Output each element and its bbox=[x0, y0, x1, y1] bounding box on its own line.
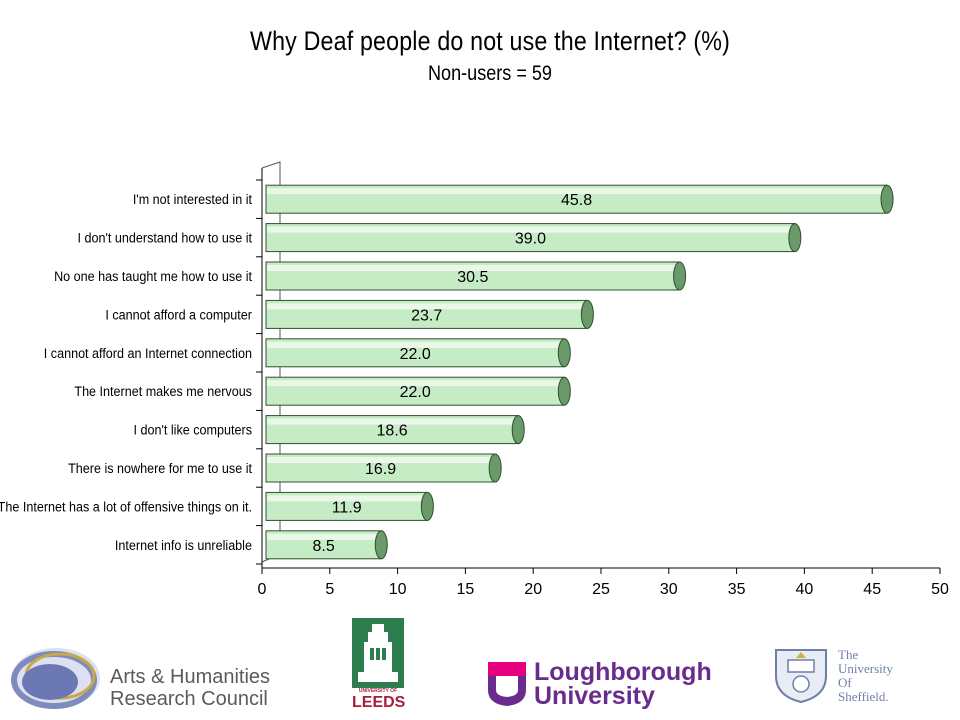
bar bbox=[265, 530, 388, 560]
sheffield-line1: The bbox=[838, 647, 859, 662]
bar-end-cap bbox=[673, 261, 687, 291]
bar-value-label: 30.5 bbox=[457, 269, 488, 286]
bar-end-cap bbox=[374, 530, 388, 560]
bar-value-label: 11.9 bbox=[332, 499, 362, 516]
bar-end-cap bbox=[880, 184, 894, 214]
bar bbox=[265, 491, 434, 521]
x-tick-label: 35 bbox=[728, 581, 746, 598]
ahrc-line1: Arts & Humanities bbox=[110, 666, 271, 688]
sheffield-line3: Of bbox=[838, 675, 852, 690]
bar bbox=[265, 338, 571, 368]
category-label: The Internet makes me nervous bbox=[74, 384, 252, 400]
ahrc-line2: Research Council bbox=[110, 688, 268, 710]
category-label: I'm not interested in it bbox=[133, 192, 252, 208]
bar-highlight bbox=[267, 380, 564, 387]
category-label: The Internet has a lot of offensive thin… bbox=[0, 499, 252, 515]
leeds-small-text: UNIVERSITY OF bbox=[358, 688, 398, 694]
bar-value-label: 45.8 bbox=[561, 192, 592, 209]
bar-highlight bbox=[267, 226, 794, 233]
bar bbox=[265, 453, 502, 483]
loughborough-logo: Loughborough University bbox=[488, 660, 712, 710]
bar-value-label: 23.7 bbox=[411, 307, 442, 324]
loughborough-line2: University bbox=[534, 682, 655, 710]
bar-highlight bbox=[267, 418, 518, 425]
chart-subtitle: Non-users = 59 bbox=[427, 62, 552, 85]
bar-value-label: 8.5 bbox=[313, 538, 335, 555]
bar-end-cap bbox=[420, 491, 434, 521]
bar-highlight bbox=[267, 303, 587, 310]
leeds-logo: UNIVERSITY OF LEEDS bbox=[352, 618, 406, 714]
bar bbox=[265, 223, 802, 253]
bar-highlight bbox=[267, 341, 564, 348]
x-tick-label: 10 bbox=[389, 581, 407, 598]
bar-end-cap bbox=[488, 453, 502, 483]
category-label: Internet info is unreliable bbox=[115, 537, 252, 553]
bar-chart: 0 5 10 15 20 25 30 35 40 45 50 45.8 I'm not interest… bbox=[0, 161, 949, 598]
x-tick-label: 0 bbox=[258, 581, 267, 598]
category-label: I cannot afford an Internet connection bbox=[44, 345, 252, 361]
ahrc-ring-icon bbox=[11, 648, 100, 709]
bar bbox=[265, 184, 894, 214]
bar-value-label: 22.0 bbox=[400, 346, 431, 363]
x-tick-label: 20 bbox=[524, 581, 542, 598]
x-tick-label: 25 bbox=[592, 581, 610, 598]
bar-value-label: 16.9 bbox=[365, 461, 396, 478]
bar-highlight bbox=[267, 188, 887, 195]
bar-value-label: 22.0 bbox=[400, 384, 431, 401]
bar-end-cap bbox=[557, 338, 571, 368]
bar-highlight bbox=[267, 265, 679, 271]
loughborough-crest-icon bbox=[488, 662, 526, 706]
x-tick-label: 15 bbox=[457, 581, 475, 598]
category-label: There is nowhere for me to use it bbox=[68, 460, 252, 476]
category-label: I cannot afford a computer bbox=[105, 307, 252, 323]
bar bbox=[265, 376, 571, 406]
bar bbox=[265, 415, 525, 445]
sheffield-line2: University bbox=[838, 661, 893, 676]
bar-end-cap bbox=[580, 299, 594, 329]
sheffield-logo: The University Of Sheffield. bbox=[770, 644, 920, 714]
bar bbox=[265, 261, 687, 291]
bar-value-label: 39.0 bbox=[515, 231, 546, 248]
bar-end-cap bbox=[557, 376, 571, 406]
category-label: I don't understand how to use it bbox=[78, 230, 253, 246]
loughborough-line1: Loughborough bbox=[534, 658, 712, 686]
chart-title: Why Deaf people do not use the Internet?… bbox=[250, 26, 730, 56]
sheffield-line4: Sheffield. bbox=[838, 689, 889, 704]
bar bbox=[265, 299, 594, 329]
bar-end-cap bbox=[511, 415, 525, 445]
x-tick-label: 40 bbox=[796, 581, 814, 598]
ahrc-logo: Arts & Humanities Research Council bbox=[10, 646, 290, 712]
x-tick-label: 50 bbox=[931, 581, 949, 598]
x-tick-label: 45 bbox=[863, 581, 881, 598]
leeds-big-text: LEEDS bbox=[352, 694, 406, 711]
bar-highlight bbox=[267, 457, 495, 463]
category-label: No one has taught me how to use it bbox=[54, 268, 252, 284]
x-tick-label: 30 bbox=[660, 581, 678, 598]
bar-value-label: 18.6 bbox=[377, 423, 408, 440]
leeds-tower-icon bbox=[352, 618, 404, 688]
x-tick-label: 5 bbox=[325, 581, 334, 598]
bar-highlight bbox=[267, 533, 381, 540]
bar-highlight bbox=[267, 495, 427, 502]
sheffield-crest-icon bbox=[775, 649, 827, 704]
category-label: I don't like computers bbox=[134, 422, 253, 438]
bar-end-cap bbox=[788, 223, 802, 253]
